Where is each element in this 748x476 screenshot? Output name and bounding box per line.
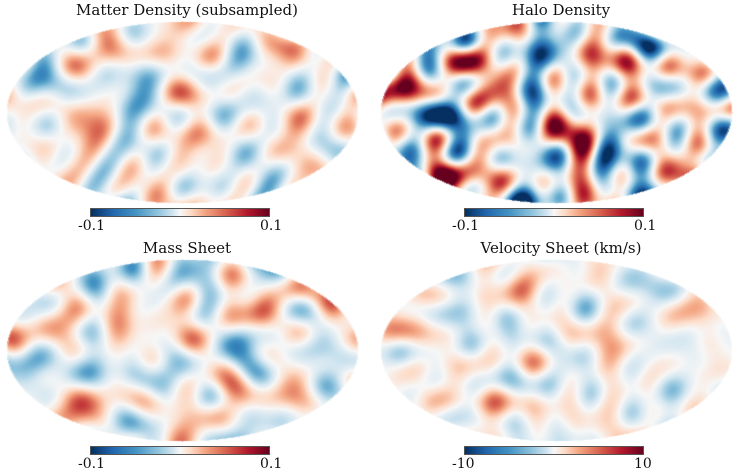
colorbar-min-label: -0.1 — [78, 218, 105, 234]
panel-title: Halo Density — [511, 1, 611, 19]
mollweide-sky-map — [379, 258, 733, 442]
panel-title: Matter Density (subsampled) — [76, 1, 298, 19]
panel-matter-density: Matter Density (subsampled) -0.1 0.1 — [0, 0, 374, 238]
panel-halo-density: Halo Density -0.1 0.1 — [374, 0, 748, 238]
panel-velocity-sheet: Velocity Sheet (km/s) -10 10 — [374, 238, 748, 476]
colorbar-min-label: -0.1 — [452, 218, 479, 234]
panel-title: Mass Sheet — [142, 239, 232, 257]
colorbar-max-label: 0.1 — [260, 218, 283, 234]
mollweide-sky-map — [5, 20, 359, 204]
colorbar — [464, 208, 644, 217]
colorbar-max-label: 0.1 — [260, 456, 283, 472]
colorbar — [464, 446, 644, 455]
mollweide-sky-map — [379, 20, 733, 204]
colorbar-max-label: 0.1 — [634, 218, 657, 234]
colorbar-max-label: 10 — [634, 456, 652, 472]
panel-mass-sheet: Mass Sheet -0.1 0.1 — [0, 238, 374, 476]
colorbar-min-label: -10 — [452, 456, 475, 472]
colorbar — [90, 446, 270, 455]
colorbar-min-label: -0.1 — [78, 456, 105, 472]
colorbar — [90, 208, 270, 217]
panel-title: Velocity Sheet (km/s) — [480, 239, 642, 257]
mollweide-sky-map — [5, 258, 359, 442]
